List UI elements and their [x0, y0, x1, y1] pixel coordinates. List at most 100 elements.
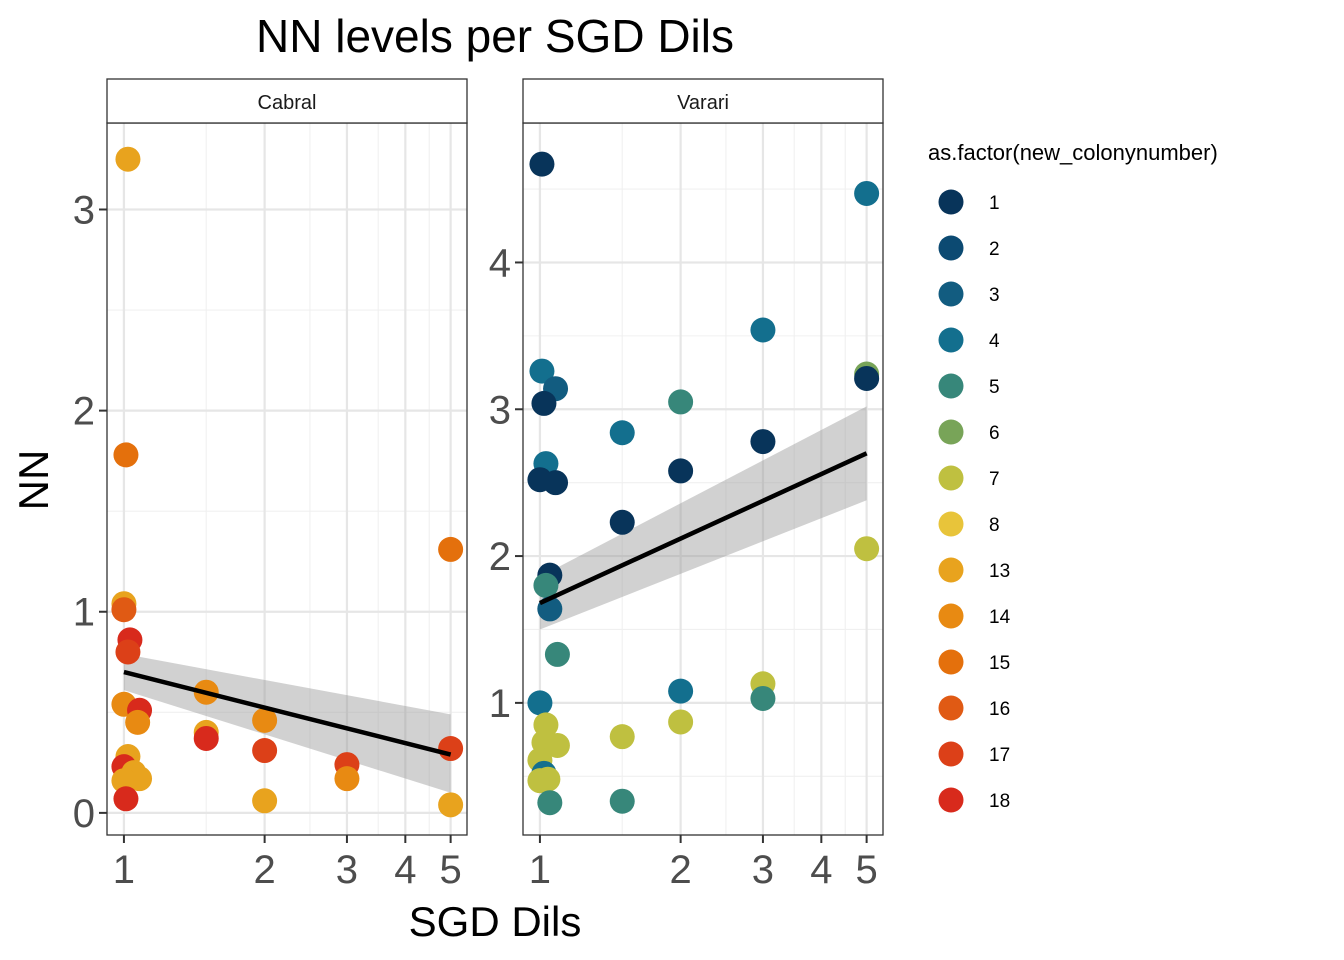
strip-label: Cabral — [258, 92, 317, 114]
x-tick-label: 3 — [752, 848, 774, 892]
panel-background — [523, 123, 883, 835]
legend-item: 18 — [938, 787, 1010, 813]
trend-line — [123, 669, 452, 757]
x-axis-title: SGD Dils — [409, 898, 582, 945]
data-point — [544, 641, 570, 667]
data-point — [533, 572, 559, 598]
legend-key — [938, 741, 964, 767]
data-point — [544, 732, 570, 758]
legend-item: 7 — [938, 465, 1000, 491]
data-point — [609, 788, 635, 814]
legend-key — [938, 189, 964, 215]
legend-label: 7 — [989, 469, 1000, 490]
confidence-band — [539, 406, 867, 630]
data-point — [438, 792, 464, 818]
legend-item: 4 — [938, 327, 1000, 353]
legend-key — [938, 603, 964, 629]
legend-item: 14 — [938, 603, 1011, 629]
data-point — [252, 788, 278, 814]
data-point — [750, 317, 776, 343]
legend-item: 8 — [938, 511, 1000, 537]
data-point — [438, 736, 464, 762]
legend-label: 6 — [989, 423, 1000, 444]
legend-item: 5 — [938, 373, 1000, 399]
data-point — [529, 358, 555, 384]
legend-label: 13 — [989, 561, 1010, 582]
y-tick-label: 0 — [73, 792, 95, 836]
data-point — [252, 707, 278, 733]
x-tick-label: 1 — [529, 848, 551, 892]
chart-title: NN levels per SGD Dils — [256, 10, 734, 62]
data-point — [609, 724, 635, 750]
data-point — [543, 470, 569, 496]
data-point — [111, 768, 137, 794]
data-point — [854, 180, 880, 206]
data-point — [334, 766, 360, 792]
y-axis-title: NN — [10, 450, 57, 511]
legend-item: 16 — [938, 695, 1010, 721]
data-point — [750, 429, 776, 455]
legend-label: 16 — [989, 699, 1010, 720]
legend-item: 15 — [938, 649, 1010, 675]
legend-key — [938, 649, 964, 675]
x-tick-label: 3 — [336, 848, 358, 892]
x-tick-label: 4 — [810, 848, 832, 892]
legend: as.factor(new_colonynumber) 1 2 3 4 5 6 7 8 13 14… — [928, 140, 1218, 813]
x-tick-label: 5 — [440, 848, 462, 892]
legend-item: 6 — [938, 419, 1000, 445]
legend-label: 8 — [989, 515, 1000, 536]
x-tick-label: 4 — [394, 848, 416, 892]
legend-label: 17 — [989, 745, 1010, 766]
data-point — [529, 151, 555, 177]
legend-item: 17 — [938, 741, 1010, 767]
legend-label: 1 — [989, 193, 1000, 214]
data-point — [537, 790, 563, 816]
data-point — [609, 509, 635, 535]
data-point — [854, 365, 880, 391]
data-point — [115, 146, 141, 172]
legend-item: 13 — [938, 557, 1010, 583]
data-point — [527, 768, 553, 794]
trend-line — [538, 451, 868, 606]
legend-label: 14 — [989, 607, 1011, 628]
legend-key — [938, 419, 964, 445]
y-tick-label: 2 — [73, 390, 95, 434]
y-tick-label: 1 — [489, 682, 511, 726]
strip-background — [106, 78, 468, 124]
legend-key — [938, 787, 964, 813]
y-tick-label: 3 — [489, 388, 511, 432]
legend-key — [938, 465, 964, 491]
data-point — [668, 709, 694, 735]
y-tick-label: 2 — [489, 535, 511, 579]
legend-item: 1 — [938, 189, 1000, 215]
data-point — [115, 639, 141, 665]
data-point — [252, 738, 278, 764]
panel-background — [107, 123, 467, 835]
legend-items: 1 2 3 4 5 6 7 8 13 14 15 16 17 18 — [938, 189, 1011, 813]
data-point — [193, 725, 219, 751]
strip-label: Varari — [677, 92, 729, 114]
legend-item: 2 — [938, 235, 1000, 261]
legend-label: 15 — [989, 653, 1010, 674]
legend-key — [938, 373, 964, 399]
legend-key — [938, 327, 964, 353]
data-point — [750, 685, 776, 711]
x-tick-label: 2 — [670, 848, 692, 892]
legend-label: 18 — [989, 791, 1010, 812]
data-point — [668, 678, 694, 704]
legend-key — [938, 235, 964, 261]
data-point — [125, 709, 151, 735]
y-tick-label: 4 — [489, 241, 511, 285]
data-point — [668, 458, 694, 484]
legend-label: 2 — [989, 239, 1000, 260]
y-tick-label: 1 — [73, 591, 95, 635]
data-point — [113, 442, 139, 468]
data-point — [668, 389, 694, 415]
legend-title: as.factor(new_colonynumber) — [928, 140, 1218, 165]
x-tick-label: 1 — [113, 848, 135, 892]
data-point — [609, 420, 635, 446]
